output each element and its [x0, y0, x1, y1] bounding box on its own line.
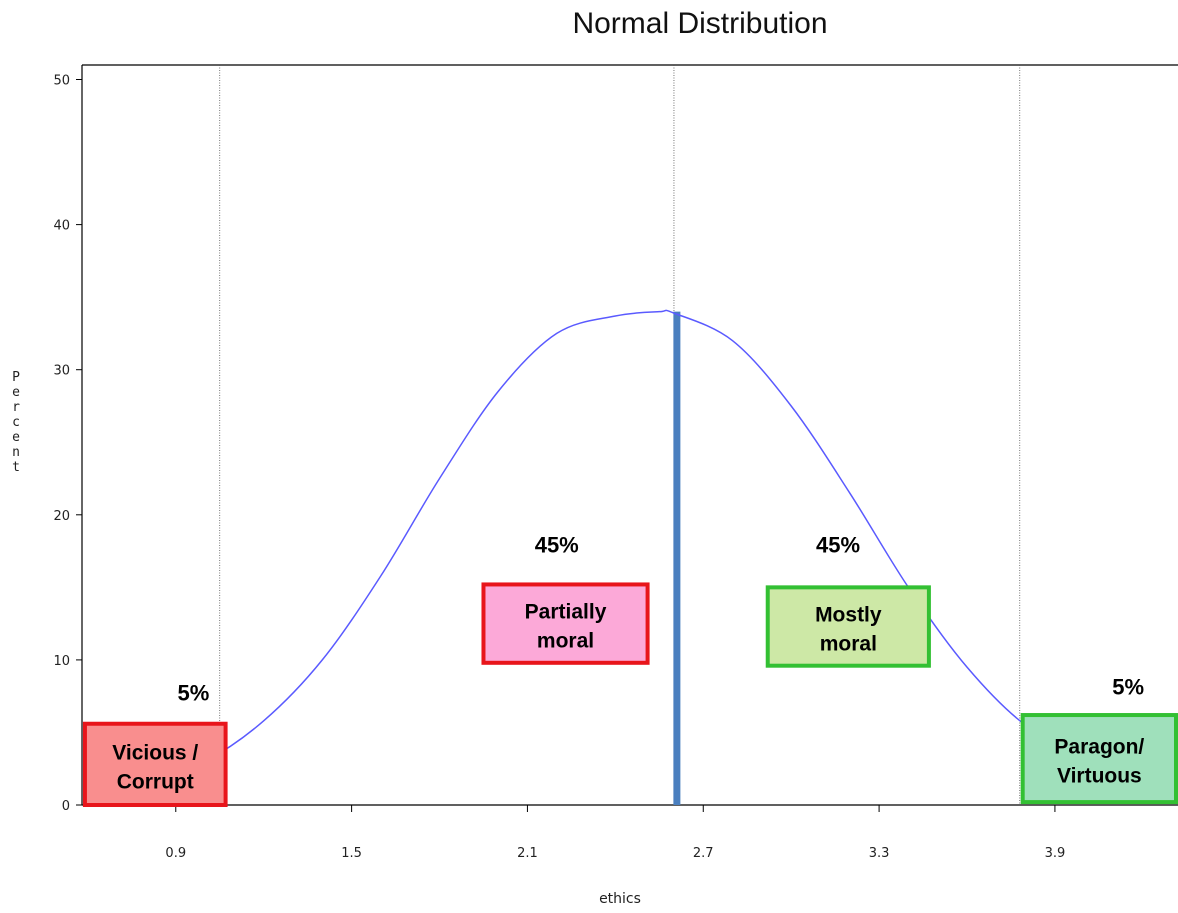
category-label: Vicious /	[112, 741, 198, 764]
chart-title: Normal Distribution	[572, 7, 827, 40]
y-tick-label: 50	[53, 74, 70, 89]
percent-label: 5%	[1112, 675, 1144, 700]
y-axis-label-char: P	[12, 370, 20, 385]
y-tick-label: 10	[53, 654, 70, 669]
y-axis-label-char: n	[12, 445, 20, 460]
category-box-rect	[481, 582, 650, 665]
x-tick-label: 3.9	[1045, 846, 1066, 861]
category-label: Virtuous	[1057, 765, 1142, 788]
percent-label: 5%	[177, 681, 209, 706]
percent-label: 45%	[816, 533, 860, 558]
y-tick-label: 20	[53, 509, 70, 524]
y-axis-label-char: e	[12, 385, 20, 400]
category-label: Mostly	[815, 604, 882, 627]
category-box: Paragon/Virtuous	[1020, 713, 1178, 805]
category-box: Vicious / Corrupt	[82, 721, 228, 808]
y-tick-label: 30	[53, 364, 70, 379]
x-tick-label: 2.7	[693, 846, 714, 861]
category-box: Mostly moral	[765, 585, 931, 668]
y-axis-label-char: t	[12, 460, 20, 475]
category-label: Paragon/	[1054, 736, 1144, 759]
category-box-rect	[82, 721, 228, 808]
plot-area: 0 10 20 30 40 50 0.9 1.5 2.1 2.7 3.3 3.9 Vicious / Co…	[53, 64, 1178, 861]
y-axis-label-char: c	[12, 415, 20, 430]
x-tick-label: 3.3	[869, 846, 890, 861]
y-tick-label: 0	[62, 799, 70, 814]
percent-label: 45%	[535, 533, 579, 558]
x-tick-label: 2.1	[517, 846, 538, 861]
distribution-curve	[93, 309, 1173, 795]
y-axis-label-char: e	[12, 430, 20, 445]
y-tick-label: 40	[53, 219, 70, 234]
x-axis-label: ethics	[599, 891, 641, 907]
category-label: moral	[820, 633, 877, 656]
category-label: Partially	[525, 601, 607, 624]
x-tick-label: 1.5	[341, 846, 362, 861]
category-label: Corrupt	[117, 770, 194, 793]
category-box: Partially moral	[481, 582, 650, 665]
y-axis-label-char: r	[12, 400, 20, 415]
x-tick-label: 0.9	[165, 846, 186, 861]
category-box-rect	[1020, 713, 1178, 805]
category-label: moral	[537, 630, 594, 653]
category-box-rect	[765, 585, 931, 668]
